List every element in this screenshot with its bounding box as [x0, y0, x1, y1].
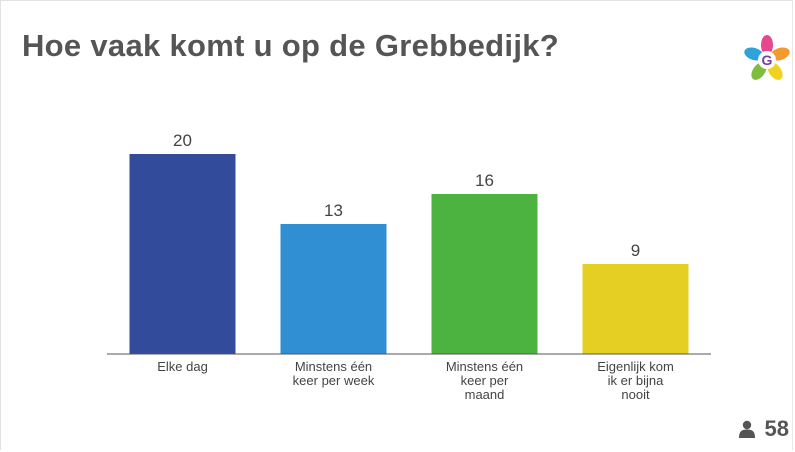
bar-2	[280, 224, 387, 354]
data-label-4: 9	[630, 241, 641, 260]
chart-title: Hoe vaak komt u op de Grebbedijk?	[22, 28, 560, 63]
category-label-line: keer per	[460, 373, 509, 388]
category-label-line: ik er bijna	[607, 373, 664, 388]
respondent-count-value: 58	[764, 416, 789, 441]
category-label-1: Elke dag	[123, 360, 243, 374]
bar-3	[431, 194, 538, 354]
logo-letter: G	[762, 52, 773, 68]
respondent-count: 58	[738, 416, 789, 442]
data-label-1: 20	[173, 131, 192, 150]
grebbedijk-flower-logo-icon: G	[744, 35, 790, 80]
bar-1	[129, 154, 236, 354]
person-icon	[738, 420, 755, 438]
bar-4	[582, 264, 689, 354]
category-label-3: Minstens één keer per maand	[425, 360, 545, 402]
category-label-2: Minstens één keer per week	[274, 360, 394, 388]
category-label-line: Elke dag	[157, 359, 208, 374]
category-label-line: maand	[464, 387, 505, 402]
category-label-line: Eigenlijk kom	[597, 359, 674, 374]
data-label-2: 13	[324, 201, 343, 220]
data-label-3: 16	[475, 171, 494, 190]
category-label-4: Eigenlijk kom ik er bijna nooit	[576, 360, 696, 402]
category-label-line: keer per week	[292, 373, 375, 388]
category-label-line: Minstens één	[294, 359, 373, 374]
category-label-line: nooit	[621, 387, 650, 402]
category-label-line: Minstens één	[445, 359, 524, 374]
